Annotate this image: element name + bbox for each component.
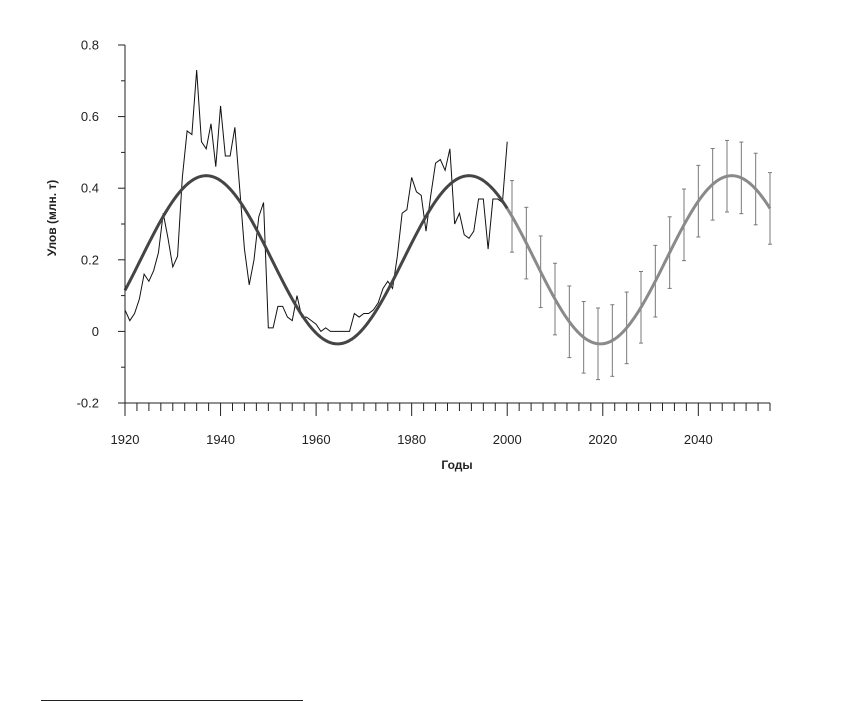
y-tick-label: 0.4 [81, 181, 99, 196]
y-tick-label: 0.2 [81, 252, 99, 267]
x-tick-label: 1940 [206, 432, 235, 447]
model-fit-curve [123, 174, 509, 346]
x-tick-label: 2040 [684, 432, 713, 447]
observed-catch-line [124, 70, 508, 333]
x-tick-label: 1960 [302, 432, 331, 447]
x-tick-label: 1980 [397, 432, 426, 447]
x-tick-label: 1920 [111, 432, 140, 447]
y-tick-label: 0.6 [81, 109, 99, 124]
x-tick-label: 2020 [588, 432, 617, 447]
forecast-curve [505, 174, 772, 346]
y-axis-title: Улов (млн. т) [45, 180, 59, 257]
x-axis-title: Годы [441, 458, 472, 472]
plot-area [123, 70, 772, 381]
y-tick-label: 0.8 [81, 38, 99, 53]
y-tick-label: -0.2 [77, 396, 99, 411]
y-tick-label: 0 [92, 324, 99, 339]
axes: -0.2 0 0.2 0.4 0.6 0.8 1920 1940 1960 1980 2000 202… [77, 38, 771, 447]
x-tick-label: 2000 [493, 432, 522, 447]
